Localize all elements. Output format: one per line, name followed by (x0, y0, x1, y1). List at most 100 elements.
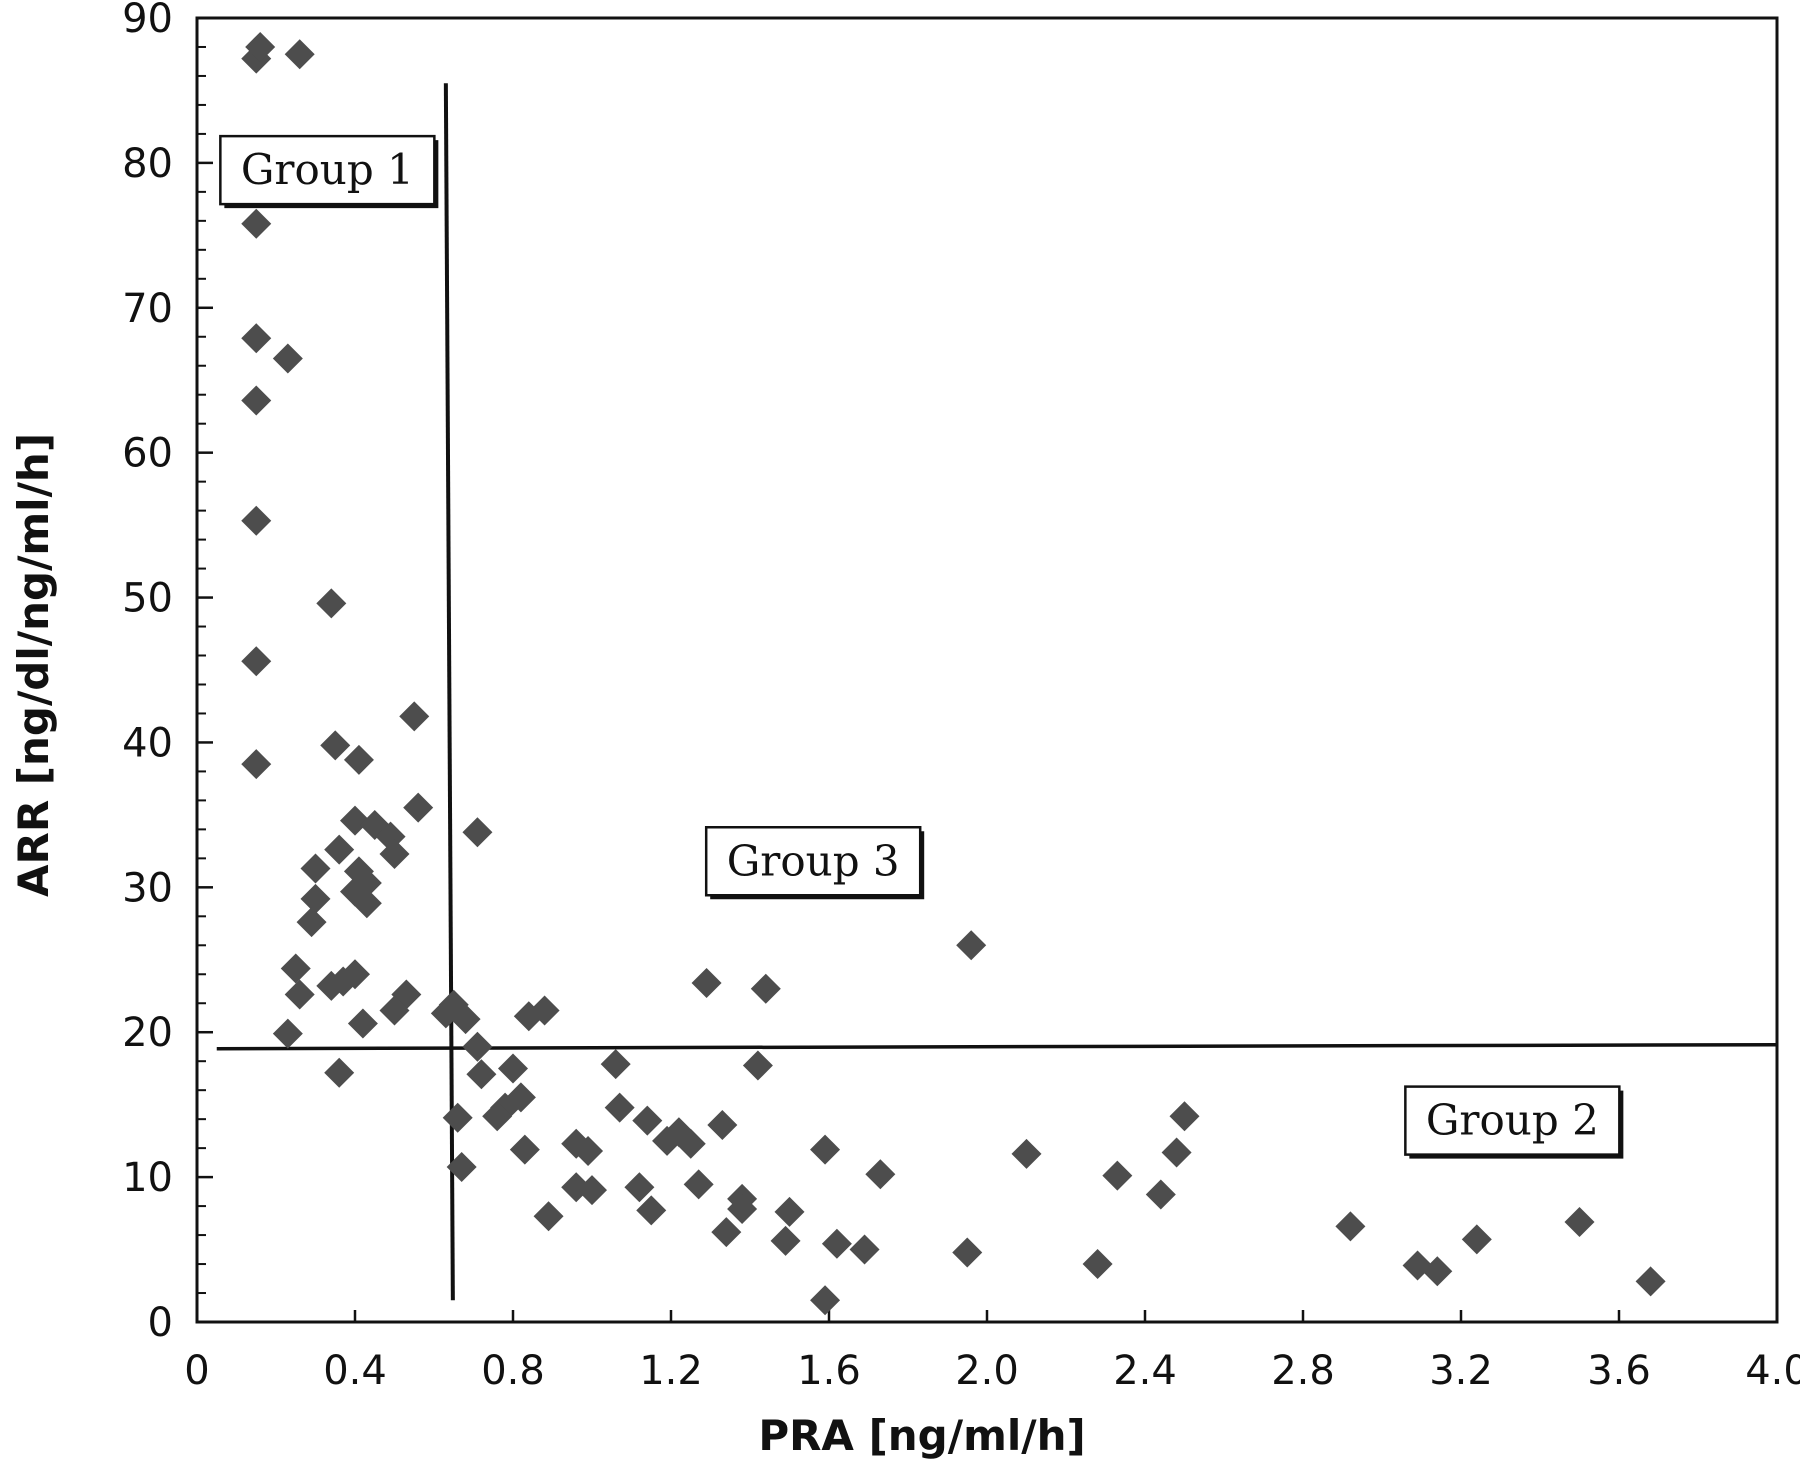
data-point (280, 953, 311, 984)
data-point (462, 1031, 493, 1062)
x-tick-label: 2.8 (1271, 1348, 1335, 1394)
data-point (573, 1136, 604, 1167)
x-tick-label: 3.6 (1587, 1348, 1651, 1394)
data-point (1564, 1207, 1595, 1238)
data-point (284, 979, 315, 1010)
group-label: Group 1 (241, 145, 414, 194)
data-point (849, 1234, 880, 1265)
data-point (272, 1018, 303, 1049)
data-point (284, 39, 315, 70)
data-point (482, 1101, 513, 1132)
x-tick-label: 0 (184, 1348, 209, 1394)
data-point (865, 1159, 896, 1190)
data-point (296, 907, 327, 938)
data-point (770, 1225, 801, 1256)
data-point (379, 839, 410, 870)
data-point (347, 1008, 378, 1039)
group-box (219, 134, 436, 206)
data-point (632, 1105, 663, 1136)
data-point (241, 208, 272, 239)
data-point (241, 323, 272, 354)
data-point (529, 995, 560, 1026)
data-point (577, 1175, 607, 1206)
data-point (675, 1128, 706, 1159)
data-point (683, 1169, 714, 1200)
x-tick-label: 1.6 (797, 1348, 861, 1394)
x-tick-label: 2.0 (955, 1348, 1019, 1394)
y-tick-label: 50 (122, 576, 173, 622)
y-tick-label: 90 (122, 0, 173, 42)
data-point (324, 834, 355, 865)
data-point (351, 888, 382, 919)
data-point (245, 31, 276, 62)
data-point (691, 967, 722, 998)
data-point (711, 1217, 742, 1248)
data-point (399, 701, 430, 732)
vertical-cutoff-line (443, 83, 455, 1301)
data-point (300, 853, 331, 884)
y-tick-label: 70 (122, 286, 173, 332)
data-point (1635, 1266, 1666, 1297)
data-point (821, 1228, 852, 1259)
group-box (704, 826, 922, 897)
data-point (956, 930, 987, 961)
data-point (810, 1134, 841, 1165)
y-tick-label: 30 (122, 865, 173, 911)
data-point (466, 1059, 497, 1090)
data-point (462, 817, 493, 848)
y-axis-title: ARR [ng/dl/ng/ml/h] (9, 433, 58, 897)
data-point (1082, 1249, 1113, 1280)
group-label: Group 3 (727, 836, 900, 885)
x-tick-label: 2.4 (1113, 1348, 1177, 1394)
data-point (442, 1102, 473, 1133)
data-point (320, 730, 351, 761)
data-point (509, 1134, 540, 1165)
data-point (241, 385, 272, 416)
data-point (952, 1237, 983, 1268)
data-point (1011, 1138, 1042, 1169)
y-tick-label: 20 (122, 1010, 173, 1056)
data-point (450, 1004, 481, 1035)
data-point (742, 1050, 773, 1081)
data-point (300, 883, 331, 914)
data-point (343, 744, 374, 775)
data-point (498, 1053, 528, 1084)
group-box (1404, 1085, 1621, 1156)
data-point (241, 505, 272, 536)
data-point (1169, 1101, 1200, 1132)
data-point (707, 1109, 738, 1140)
y-tick-label: 40 (122, 720, 173, 766)
data-point (636, 1195, 667, 1226)
data-point (1145, 1179, 1176, 1210)
x-tick-label: 4.0 (1745, 1348, 1800, 1394)
data-point (446, 1151, 477, 1182)
data-point (774, 1196, 805, 1227)
data-point (272, 343, 303, 374)
data-point (379, 995, 410, 1026)
x-tick-label: 3.2 (1429, 1348, 1493, 1394)
data-point (430, 998, 461, 1029)
data-point (533, 1201, 564, 1232)
data-point (1461, 1224, 1492, 1255)
data-point (316, 970, 347, 1001)
group-label: Group 2 (1426, 1096, 1599, 1145)
data-point (316, 588, 347, 619)
data-point (241, 646, 272, 677)
data-point (600, 1049, 631, 1080)
x-tick-label: 0.4 (323, 1348, 387, 1394)
y-tick-label: 80 (122, 141, 173, 187)
data-point (241, 749, 272, 780)
data-point (750, 973, 781, 1004)
data-point (727, 1193, 758, 1224)
data-point (1161, 1137, 1192, 1168)
data-point (624, 1172, 655, 1203)
x-tick-label: 1.2 (639, 1348, 703, 1394)
data-point (1102, 1160, 1133, 1191)
x-axis-title: PRA [ng/ml/h] (758, 1411, 1085, 1460)
data-point (810, 1285, 841, 1316)
data-point (340, 805, 370, 836)
y-tick-label: 60 (122, 431, 173, 477)
data-point (403, 792, 434, 823)
